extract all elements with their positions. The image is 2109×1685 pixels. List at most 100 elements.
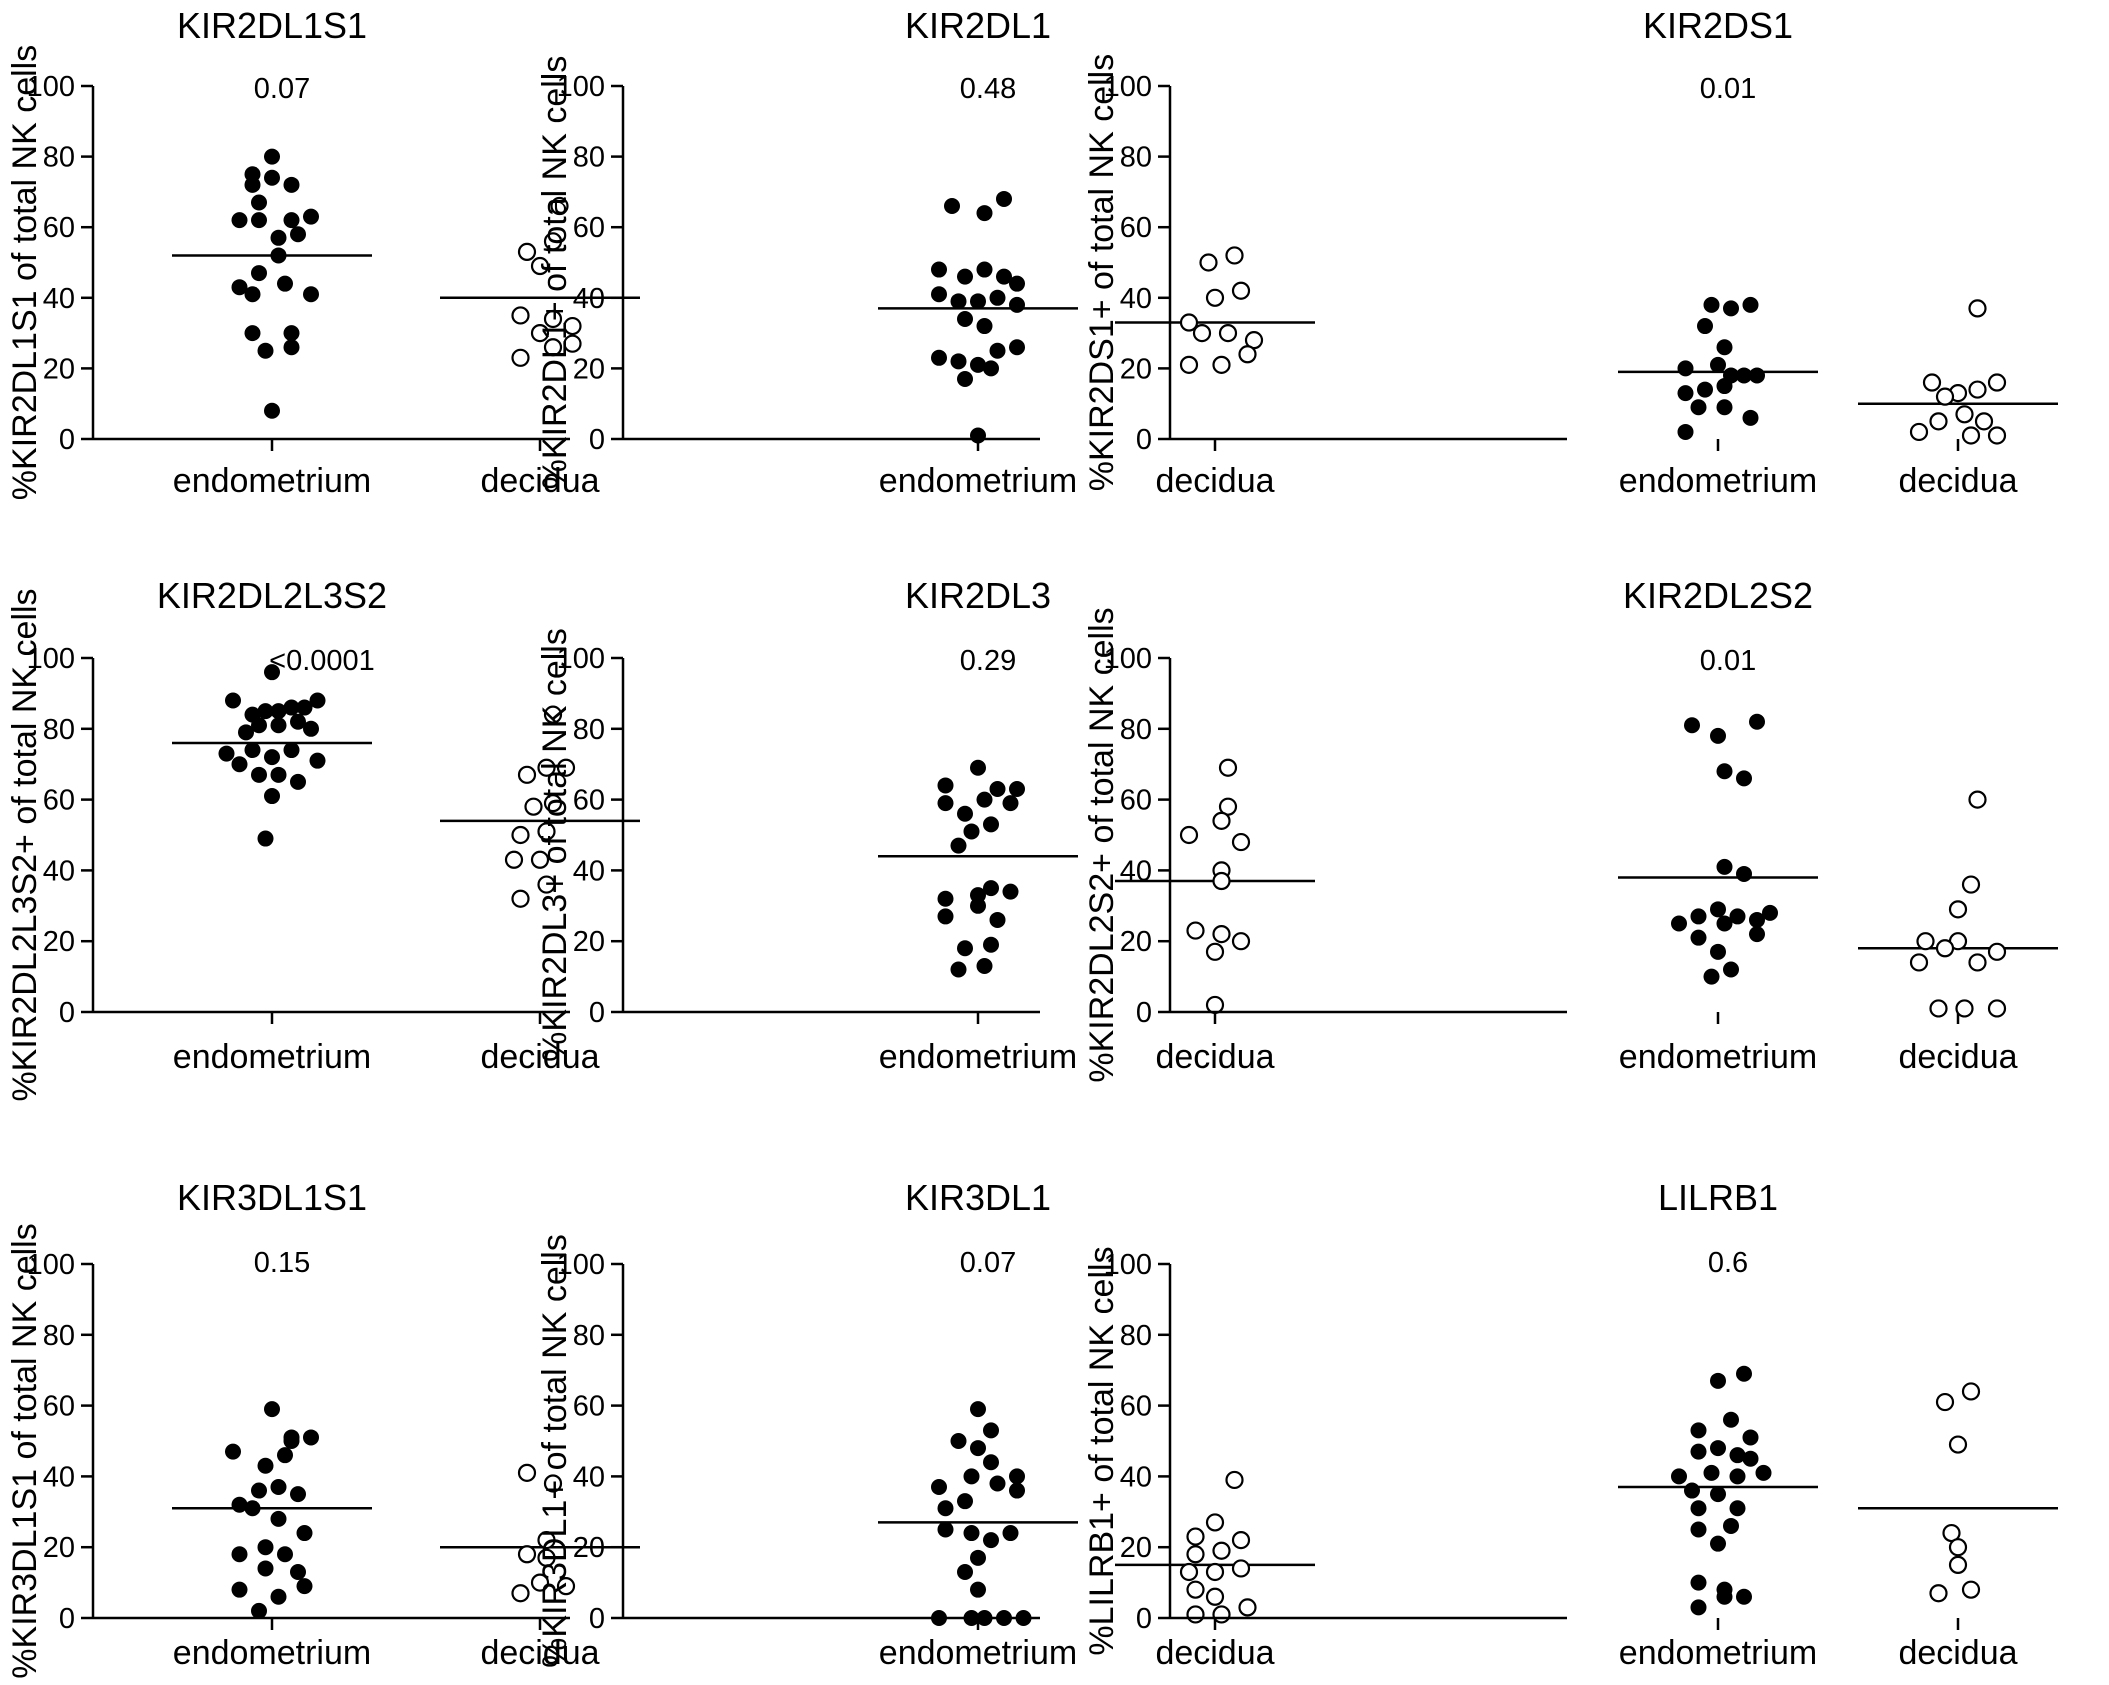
data-point-filled — [1677, 360, 1694, 377]
data-point-open — [1192, 324, 1212, 343]
y-tick-label: 0 — [59, 1603, 75, 1635]
data-point-filled — [976, 261, 993, 278]
y-tick-label: 60 — [1120, 212, 1152, 244]
data-point-filled — [1716, 763, 1733, 780]
y-tick-label: 100 — [1104, 643, 1152, 675]
data-point-open — [543, 232, 563, 251]
y-tick-label: 20 — [1120, 926, 1152, 958]
data-point-filled — [1710, 1372, 1726, 1389]
data-point-filled — [1002, 795, 1019, 812]
y-tick-label: 20 — [573, 926, 605, 958]
y-tick-label: 60 — [1120, 785, 1152, 817]
data-point-filled — [1716, 858, 1733, 875]
data-point-filled — [283, 699, 300, 716]
data-point-filled — [251, 194, 267, 211]
data-point-filled — [257, 1539, 274, 1556]
p-value: 0.48 — [960, 73, 1016, 105]
y-tick-label: 100 — [1104, 71, 1152, 103]
series-decidua — [1858, 299, 2058, 445]
data-point-open — [1186, 1527, 1205, 1546]
series-endometrium — [878, 1401, 1078, 1626]
y-axis-label: %KIR2DL2L3S2+ of total NK cells — [6, 588, 44, 1101]
y-tick-label: 0 — [1136, 1603, 1152, 1635]
series-endometrium — [172, 1401, 372, 1619]
data-point-open — [1179, 313, 1199, 332]
data-point-open — [1231, 281, 1251, 300]
data-point-open — [517, 1545, 537, 1564]
data-point-open — [511, 1584, 530, 1603]
data-point-filled — [264, 169, 280, 186]
data-point-open — [1186, 921, 1205, 940]
data-point-filled — [264, 749, 280, 766]
data-point-filled — [1742, 409, 1759, 426]
data-point-filled — [1009, 1468, 1025, 1485]
data-point-filled — [970, 1401, 986, 1418]
data-point-filled — [931, 1610, 947, 1626]
data-point-open — [563, 334, 582, 353]
y-tick-label: 0 — [589, 997, 605, 1029]
data-point-filled — [1749, 367, 1765, 384]
data-point-filled — [244, 1500, 261, 1517]
data-point-filled — [983, 936, 999, 953]
data-point-open — [543, 309, 563, 329]
y-tick-label: 60 — [573, 1391, 605, 1423]
y-tick-label: 40 — [43, 283, 75, 315]
data-point-filled — [1729, 1468, 1746, 1485]
data-point-open — [517, 242, 537, 262]
x-category-label: decidua — [1155, 1038, 1274, 1076]
data-point-open — [1922, 373, 1942, 392]
data-point-open — [1218, 758, 1238, 777]
series-decidua — [1858, 790, 2058, 1018]
data-point-filled — [937, 1521, 954, 1538]
data-point-open — [1199, 253, 1218, 272]
data-point-filled — [963, 1468, 980, 1485]
series-endometrium — [878, 190, 1078, 444]
data-point-filled — [264, 788, 280, 805]
data-point-filled — [989, 911, 1006, 928]
y-axis-label: %LILRB1+ of total NK cells — [1083, 1246, 1121, 1655]
data-point-open — [1186, 1580, 1205, 1599]
data-point-open — [1212, 871, 1231, 891]
y-tick-label: 60 — [43, 212, 75, 244]
p-value: 0.29 — [960, 645, 1016, 677]
data-point-open — [1205, 1587, 1225, 1606]
data-point-filled — [1697, 318, 1713, 335]
data-point-open — [517, 1463, 537, 1482]
data-point-filled — [1690, 908, 1707, 925]
panel-kir3dl1s1: KIR3DL1S1 0.15 %KIR3DL1S1 of total NK cell… — [6, 1177, 640, 1679]
data-point-filled — [1710, 1486, 1726, 1503]
data-point-open — [1179, 1562, 1199, 1582]
data-point-filled — [1690, 1443, 1707, 1460]
series-endometrium — [172, 664, 372, 847]
data-point-open — [1212, 355, 1231, 374]
data-point-filled — [989, 780, 1006, 797]
data-point-filled — [296, 1525, 313, 1542]
x-category-label: decidua — [1898, 462, 2017, 500]
data-point-filled — [931, 286, 947, 303]
y-axis-label: %KIR2DL1+ of total NK cells — [536, 56, 574, 490]
p-value: 0.01 — [1700, 645, 1756, 677]
data-point-open — [1961, 875, 1981, 894]
data-point-filled — [264, 402, 280, 419]
data-point-filled — [1716, 1588, 1733, 1605]
data-point-filled — [950, 353, 967, 370]
data-point-filled — [1009, 275, 1025, 292]
data-point-filled — [1729, 908, 1746, 925]
panel-title: KIR2DL3 — [905, 575, 1051, 616]
data-point-filled — [1742, 296, 1759, 313]
data-point-filled — [1749, 713, 1765, 730]
series-endometrium — [1618, 296, 1818, 440]
data-point-open — [537, 1531, 556, 1550]
y-tick-label: 20 — [573, 353, 605, 385]
data-point-filled — [283, 212, 300, 229]
data-point-open — [530, 850, 550, 869]
data-point-filled — [976, 957, 993, 974]
data-point-filled — [957, 370, 973, 387]
p-value: 0.07 — [960, 1247, 1016, 1279]
y-tick-label: 0 — [589, 1603, 605, 1635]
data-point-open — [1179, 825, 1199, 845]
data-point-filled — [983, 1532, 999, 1549]
data-point-open — [1948, 1538, 1968, 1557]
panel-title: KIR2DL2S2 — [1623, 575, 1813, 616]
